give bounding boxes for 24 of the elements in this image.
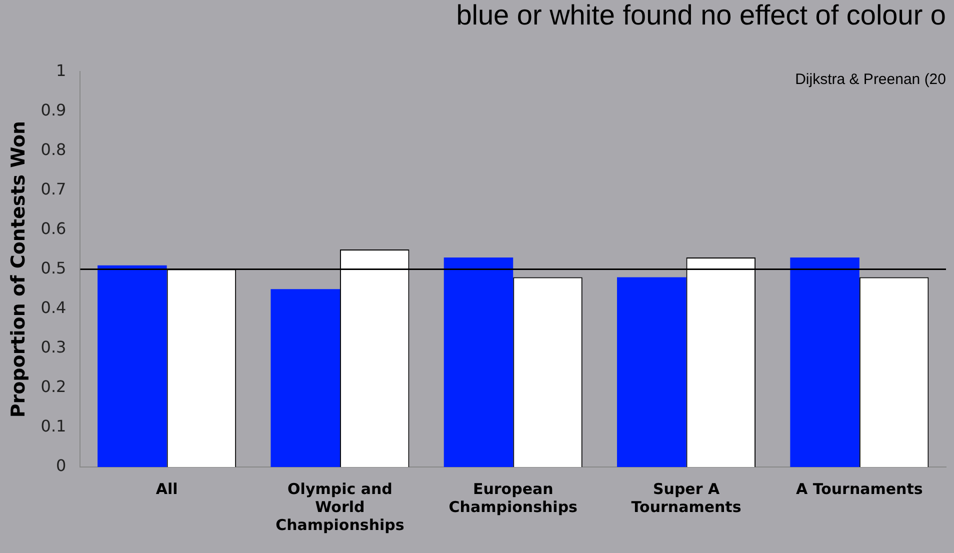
y-tick-label: 0.5: [40, 258, 66, 278]
y-tick-label: 0.4: [40, 298, 66, 317]
bar: [444, 257, 514, 467]
y-tick-label: 1: [56, 60, 66, 80]
x-tick-label: European Championships: [448, 480, 578, 516]
y-tick-label: 0.6: [40, 218, 66, 238]
bar: [790, 257, 860, 467]
y-axis-title: Proportion of Contests Won: [7, 120, 30, 418]
y-tick-label: 0.9: [40, 100, 66, 120]
y-tick-label: 0.2: [40, 377, 66, 396]
y-tick-label: 0.3: [40, 338, 66, 357]
y-tick-label: 0.1: [40, 416, 66, 436]
chart-title: blue or white found no effect of colour o: [456, 0, 946, 31]
y-tick-label: 0: [56, 456, 66, 476]
y-tick-label: 0.7: [40, 179, 66, 198]
x-tick-label: A Tournaments: [796, 480, 923, 498]
bar: [270, 289, 340, 467]
y-tick-label: 0.8: [40, 140, 66, 159]
x-tick-label: Super A Tournaments: [631, 480, 742, 516]
annotation: Dijkstra & Preenan (20: [795, 71, 946, 88]
x-tick-label: Olympic and World Championships: [276, 480, 404, 534]
bar: [617, 277, 686, 467]
x-tick-label: All: [156, 480, 178, 498]
bar: [98, 265, 167, 467]
